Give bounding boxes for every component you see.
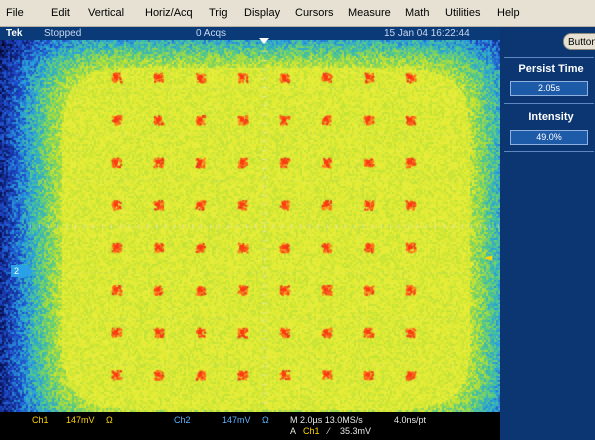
acquisition-count: 0 Acqs (196, 28, 227, 39)
waveform-display[interactable]: 2 ◄ (0, 40, 500, 412)
readout-bar: Ch1 147mV Ω Ch2 147mV Ω M 2.0µs 13.0MS/s… (0, 412, 500, 440)
trigger-mode[interactable]: A (290, 426, 297, 436)
menu-trig[interactable]: Trig (209, 7, 228, 19)
ch2-label[interactable]: Ch2 (174, 415, 191, 425)
menu-help[interactable]: Help (497, 7, 520, 19)
menu-file[interactable]: File (6, 7, 24, 19)
trigger-level-marker[interactable]: ◄ (484, 251, 493, 264)
trigger-level-readout[interactable]: 35.3mV (340, 426, 372, 436)
ch1-scale[interactable]: 147mV (66, 415, 95, 425)
ch2-position-marker[interactable]: 2 (11, 265, 33, 277)
date-time: 15 Jan 04 16:22:44 (384, 28, 470, 39)
status-bar: Tek Stopped 0 Acqs 15 Jan 04 16:22:44 (0, 27, 500, 40)
panel-divider (504, 103, 594, 104)
button-tab[interactable]: Button (563, 33, 595, 50)
menu-horiz-acq[interactable]: Horiz/Acq (145, 7, 193, 19)
persist-time-value[interactable]: 2.05s (510, 81, 588, 96)
trigger-source[interactable]: Ch1 (303, 426, 320, 436)
menu-utilities[interactable]: Utilities (445, 7, 481, 19)
persist-time-label: Persist Time (518, 63, 584, 75)
panel-divider (504, 57, 594, 58)
timebase-readout[interactable]: M 2.0µs 13.0MS/s (290, 415, 363, 425)
menu-cursors[interactable]: Cursors (295, 7, 334, 19)
trigger-slope-icon: ⁄ (328, 426, 330, 436)
intensity-value[interactable]: 49.0% (510, 130, 588, 145)
run-state[interactable]: Stopped (44, 28, 82, 39)
menu-display[interactable]: Display (244, 7, 281, 19)
menu-math[interactable]: Math (405, 7, 430, 19)
control-panel: Button Persist Time 2.05s Intensity 49.0… (500, 27, 595, 440)
ch2-scale[interactable]: 147mV (222, 415, 251, 425)
menu-bar: File Edit Vertical Horiz/Acq Trig Displa… (0, 0, 595, 27)
menu-measure[interactable]: Measure (348, 7, 391, 19)
resolution-readout: 4.0ns/pt (394, 415, 427, 425)
menu-vertical[interactable]: Vertical (88, 7, 125, 19)
constellation-plot[interactable] (0, 40, 500, 412)
ch1-label[interactable]: Ch1 (32, 415, 49, 425)
menu-edit[interactable]: Edit (51, 7, 70, 19)
brand-label: Tek (6, 28, 23, 39)
intensity-label: Intensity (528, 111, 574, 123)
ch1-coupling: Ω (106, 415, 113, 425)
trigger-position-marker[interactable] (259, 38, 269, 44)
ch2-coupling: Ω (262, 415, 269, 425)
panel-divider (504, 151, 594, 152)
